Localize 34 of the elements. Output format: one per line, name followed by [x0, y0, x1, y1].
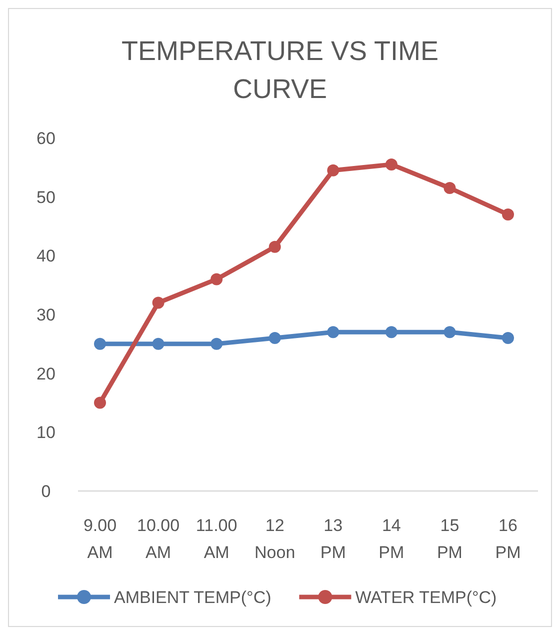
point [502, 332, 514, 344]
point [94, 396, 106, 409]
point [152, 296, 164, 309]
legend-label: AMBIENT TEMP(°C) [114, 588, 272, 607]
x-tick-label: 15 PM [436, 516, 462, 562]
point [268, 240, 281, 253]
y-tick-label: 30 [36, 306, 56, 324]
x-tick-label: 10.00 AM [137, 516, 180, 562]
y-tick-label: 60 [36, 129, 56, 148]
chart-title: TEMPERATURE VS TIME CURVE [121, 36, 439, 104]
point [385, 158, 398, 170]
y-tick-label: 40 [36, 246, 56, 266]
x-tick-label: 16 PM [495, 516, 521, 562]
point [94, 338, 106, 350]
x-tick-label: 13 PM [320, 516, 346, 562]
y-tick-label: 50 [36, 188, 56, 207]
y-tick-label: 20 [36, 364, 56, 384]
x-tick-label: 12 Noon [254, 516, 296, 562]
point [502, 208, 514, 220]
y-tick-label: 10 [36, 423, 56, 442]
point [327, 164, 340, 176]
x-tick-label: 9.00 AM [83, 516, 117, 562]
point [268, 332, 281, 344]
point [444, 326, 456, 338]
point [385, 326, 398, 338]
y-tick-label: 0 [41, 482, 51, 501]
x-tick-label: 14 PM [378, 516, 404, 562]
point [327, 326, 340, 338]
point [152, 338, 164, 350]
point [210, 338, 223, 350]
x-tick-label: 11.00 AM [196, 516, 238, 562]
point [444, 182, 456, 194]
legend-label: WATER TEMP(°C) [355, 588, 497, 607]
point [210, 273, 223, 286]
